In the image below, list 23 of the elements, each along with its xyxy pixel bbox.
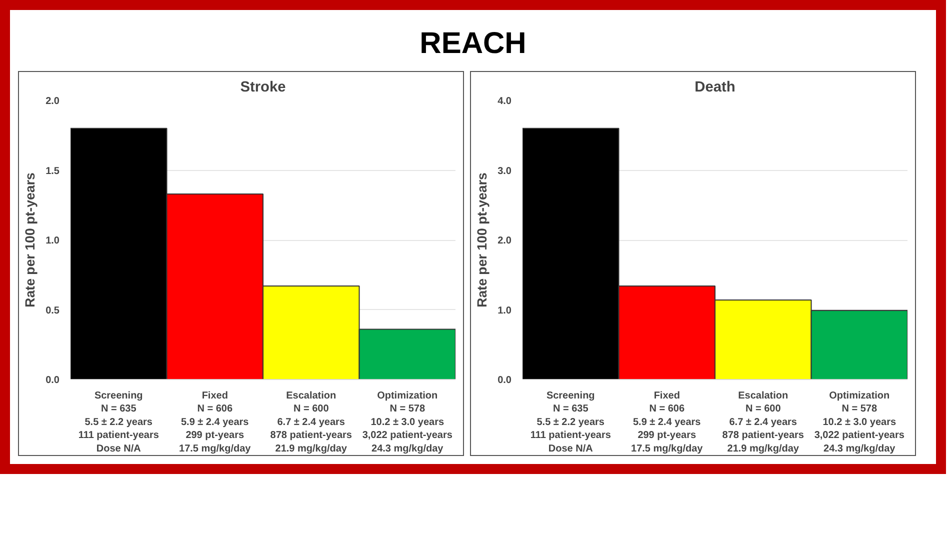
x-tick-label: Escalation N = 600 6.7 ± 2.4 years 878 patient-years 21.9 mg/kg/day bbox=[722, 390, 804, 454]
x-tick-label: Optimization N = 578 10.2 ± 3.0 years 3,022 patient-years 24.3 mg/kg/day bbox=[362, 390, 453, 454]
y-tick-label: 1.0 bbox=[46, 235, 60, 246]
y-tick-label: 0.0 bbox=[46, 374, 60, 386]
y-tick-label: 1.0 bbox=[498, 305, 512, 316]
x-tick-label: Fixed N = 606 5.9 ± 2.4 years 299 pt-years 17.5 mg/kg/day bbox=[179, 390, 252, 454]
chart-title: Stroke bbox=[240, 79, 286, 96]
text: REACH bbox=[420, 26, 526, 62]
x-tick-label: Escalation N = 600 6.7 ± 2.4 years 878 patient-years 21.9 mg/kg/day bbox=[270, 390, 352, 454]
y-tick-label: 4.0 bbox=[498, 96, 512, 107]
x-tick-label: Screening N = 635 5.5 ± 2.2 years 111 patient-years Dose N/A bbox=[530, 390, 612, 454]
x-tick-label: Screening N = 635 5.5 ± 2.2 years 111 patient-years Dose N/A bbox=[78, 390, 160, 454]
y-tick-label: 0.5 bbox=[46, 305, 60, 316]
y-tick-label: 1.5 bbox=[46, 166, 60, 177]
y-tick-label: 2.0 bbox=[498, 235, 512, 246]
x-tick-label: Optimization N = 578 10.2 ± 3.0 years 3,022 patient-years 24.3 mg/kg/day bbox=[814, 390, 905, 454]
x-tick-label: Fixed N = 606 5.9 ± 2.4 years 299 pt-years 17.5 mg/kg/day bbox=[631, 390, 704, 454]
y-axis-title: Rate per 100 pt-years bbox=[22, 172, 38, 308]
y-tick-label: 2.0 bbox=[46, 96, 60, 107]
y-tick-label: 0.0 bbox=[498, 374, 512, 386]
chart-title: Death bbox=[694, 79, 736, 96]
y-tick-label: 3.0 bbox=[498, 166, 512, 177]
y-axis-title: Rate per 100 pt-years bbox=[474, 172, 490, 308]
